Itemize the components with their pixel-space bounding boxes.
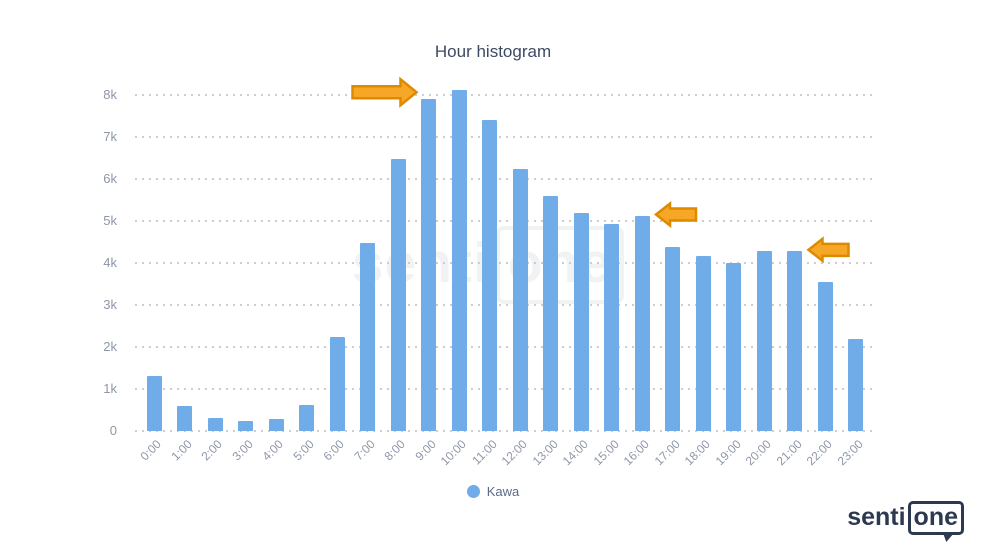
histogram-bar[interactable] <box>238 421 253 431</box>
legend-item-kawa[interactable]: Kawa <box>466 484 520 499</box>
y-tick-label: 6k <box>103 171 117 186</box>
histogram-bar[interactable] <box>146 376 162 431</box>
gridline <box>135 94 875 96</box>
histogram-bar[interactable] <box>756 250 772 431</box>
histogram-bar[interactable] <box>421 99 436 431</box>
histogram-bar[interactable] <box>848 339 863 431</box>
histogram-bar[interactable] <box>634 215 650 431</box>
y-tick-label: 3k <box>103 297 117 312</box>
gridline <box>135 262 875 264</box>
histogram-bar[interactable] <box>817 281 833 431</box>
gridline <box>135 220 875 222</box>
gridline <box>135 388 875 390</box>
histogram-bar[interactable] <box>482 120 497 431</box>
histogram-bar[interactable] <box>787 250 802 431</box>
y-tick-label: 4k <box>103 255 117 270</box>
histogram-bar[interactable] <box>665 247 680 431</box>
y-tick-label: 7k <box>103 129 117 144</box>
histogram-bar[interactable] <box>726 262 741 431</box>
histogram-bar[interactable] <box>329 337 345 431</box>
gridline <box>135 346 875 348</box>
histogram-bar[interactable] <box>573 212 589 431</box>
histogram-bar[interactable] <box>207 418 223 431</box>
gridline <box>135 304 875 306</box>
histogram-bar[interactable] <box>512 168 528 431</box>
y-axis: 0 1k 2k 3k 4k 5k 6k 7k 8k <box>0 87 117 438</box>
y-tick-label: 8k <box>103 87 117 102</box>
histogram-bar[interactable] <box>604 223 619 431</box>
histogram-bar[interactable] <box>268 419 284 431</box>
legend-label: Kawa <box>486 484 520 499</box>
histogram-bar[interactable] <box>390 159 406 431</box>
histogram-bar[interactable] <box>177 405 192 431</box>
histogram-bar[interactable] <box>451 89 467 431</box>
histogram-bar[interactable] <box>695 255 711 431</box>
gridline <box>135 136 875 138</box>
chart-title: Hour histogram <box>434 42 552 61</box>
y-tick-label: 0 <box>109 423 117 438</box>
y-tick-label: 5k <box>103 213 117 228</box>
y-tick-label: 2k <box>103 339 117 354</box>
histogram-bar[interactable] <box>360 243 375 431</box>
sentione-logo: senti one <box>847 500 964 535</box>
histogram-bar[interactable] <box>543 195 558 431</box>
histogram-bar[interactable] <box>299 404 314 431</box>
legend: Kawa <box>0 484 986 499</box>
y-tick-label: 1k <box>103 381 117 396</box>
plot-area <box>135 89 875 432</box>
logo-text-one: one <box>907 500 964 535</box>
legend-swatch-icon <box>466 485 480 498</box>
gridline <box>135 430 875 432</box>
logo-text-senti: senti <box>847 502 906 531</box>
gridline <box>135 178 875 180</box>
